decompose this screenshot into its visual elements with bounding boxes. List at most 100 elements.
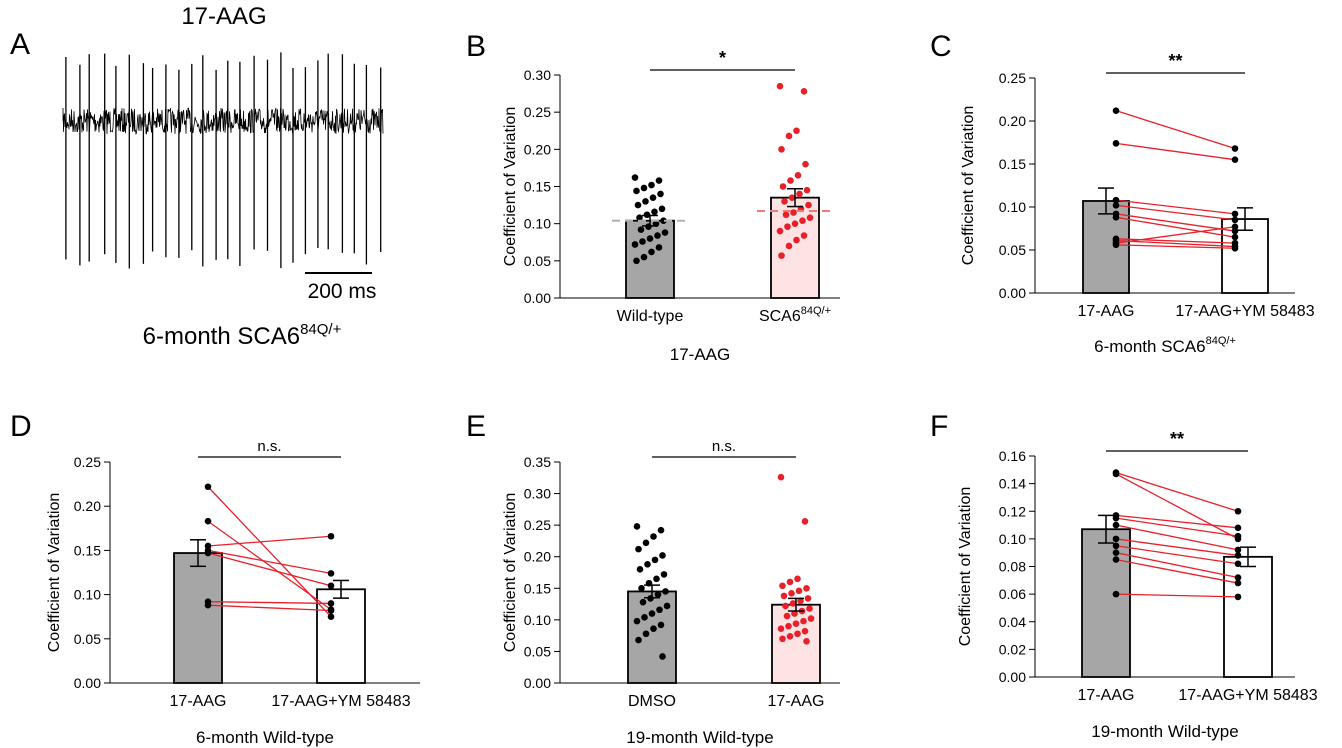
data-point (1112, 241, 1120, 249)
y-tick-label: 0.15 (524, 179, 551, 195)
data-point (786, 632, 794, 640)
y-tick-label: 0.10 (74, 587, 101, 603)
x-axis-label-text: 6-month Wild-type (196, 728, 334, 747)
pair-line (207, 601, 332, 605)
data-point (800, 232, 808, 239)
data-point (800, 617, 807, 625)
panel-d: D 0.00 0.05 0.10 0.15 0.20 0.25 Coefficient of … (10, 410, 420, 747)
category-label: Wild-type (617, 308, 684, 325)
pair-line (207, 549, 332, 575)
data-point (654, 232, 661, 239)
data-point (660, 571, 668, 578)
y-axis-label: Coefficient of Variation (46, 493, 63, 653)
data-point (659, 552, 666, 559)
pair-line (1115, 471, 1239, 512)
y-tick-label: 0.00 (524, 290, 551, 306)
data-point (1234, 546, 1242, 554)
data-point (794, 575, 801, 583)
data-point (654, 591, 662, 598)
x-axis-label-text: 17-AAG (670, 345, 730, 364)
data-point (803, 186, 811, 194)
data-point (788, 590, 795, 597)
data-point (799, 217, 806, 224)
data-point (788, 194, 796, 201)
data-point (655, 177, 663, 184)
y-axis-label: Coefficient of Variation (502, 107, 519, 267)
data-point (633, 187, 640, 195)
panel-a-title: 17-AAG (181, 3, 266, 30)
bar (1082, 200, 1130, 294)
data-point (327, 570, 335, 577)
y-tick-label: 0.25 (524, 517, 551, 533)
data-point (802, 160, 809, 168)
data-point (634, 201, 642, 209)
data-point (781, 198, 788, 205)
pair-line (1115, 226, 1236, 244)
data-point (653, 575, 660, 583)
y-tick-label: 0.06 (999, 586, 1026, 602)
y-tick-label: 0.05 (524, 253, 551, 269)
data-point (656, 606, 663, 614)
data-point (1231, 216, 1239, 224)
category-text: 17-AAG+YM 58483 (1178, 687, 1317, 704)
category-text: DMSO (628, 693, 676, 710)
pair-line (1115, 538, 1239, 557)
data-point (791, 610, 798, 617)
data-point (204, 517, 212, 525)
data-point (327, 532, 335, 540)
bar (1081, 528, 1131, 678)
y-tick-label: 0.00 (524, 675, 551, 691)
y-tick-label: 0.05 (999, 242, 1026, 258)
panel-b: B 0.00 0.05 0.10 0.15 0.20 0.25 0.30 Coefficient… (466, 30, 840, 364)
data-point (1112, 514, 1120, 522)
category-label: SCA684Q/+ (759, 305, 831, 325)
data-point (204, 601, 212, 609)
y-tick-label: 0.25 (74, 454, 101, 470)
bar (627, 590, 677, 684)
panel-e: E 0.00 0.05 0.10 0.15 0.20 0.25 0.30 0.35 Coeffic… (466, 410, 840, 747)
significance-label: n.s. (257, 438, 281, 455)
data-point (794, 172, 802, 179)
data-point (204, 483, 212, 491)
category-label: 17-AAG+YM 58483 (1175, 303, 1314, 320)
data-point (793, 127, 800, 135)
panel-a: A 17-AAG 200 ms 6-month SCA684Q/+ (10, 3, 384, 350)
pair-line (1115, 238, 1236, 244)
data-point (1231, 233, 1239, 241)
data-point (1234, 552, 1242, 559)
panel-a-condition: 6-month SCA684Q/+ (143, 321, 342, 350)
data-point (779, 635, 786, 643)
category-text: 17-AAG (1078, 687, 1135, 704)
data-point (327, 613, 335, 620)
data-point (777, 473, 785, 481)
data-point (1234, 574, 1242, 581)
y-tick-label: 0.05 (74, 631, 101, 647)
data-point (1112, 196, 1120, 204)
y-tick-label: 0.10 (524, 612, 551, 628)
panel-c-letter: C (930, 30, 952, 63)
data-point (642, 539, 650, 547)
data-point (1234, 524, 1242, 532)
y-tick-label: 0.10 (524, 216, 551, 232)
data-point (646, 235, 654, 242)
pair-line (1115, 524, 1239, 551)
data-point (1234, 593, 1242, 601)
y-tick-label: 0.20 (74, 498, 101, 514)
data-point (657, 526, 665, 534)
data-point (655, 244, 663, 251)
y-tick-label: 0.25 (999, 70, 1026, 86)
y-axis-label: Coefficient of Variation (960, 106, 977, 266)
data-point (800, 88, 808, 95)
data-point (803, 584, 810, 592)
data-point (782, 211, 790, 219)
y-tick-label: 0.15 (74, 542, 101, 558)
y-axis-label: Coefficient of Variation (957, 487, 974, 647)
pair-line (207, 520, 332, 611)
bar (770, 196, 820, 299)
data-point (204, 549, 212, 557)
data-point (785, 622, 792, 630)
data-point (648, 181, 655, 189)
pair-line (1115, 514, 1239, 529)
data-point (806, 605, 813, 612)
